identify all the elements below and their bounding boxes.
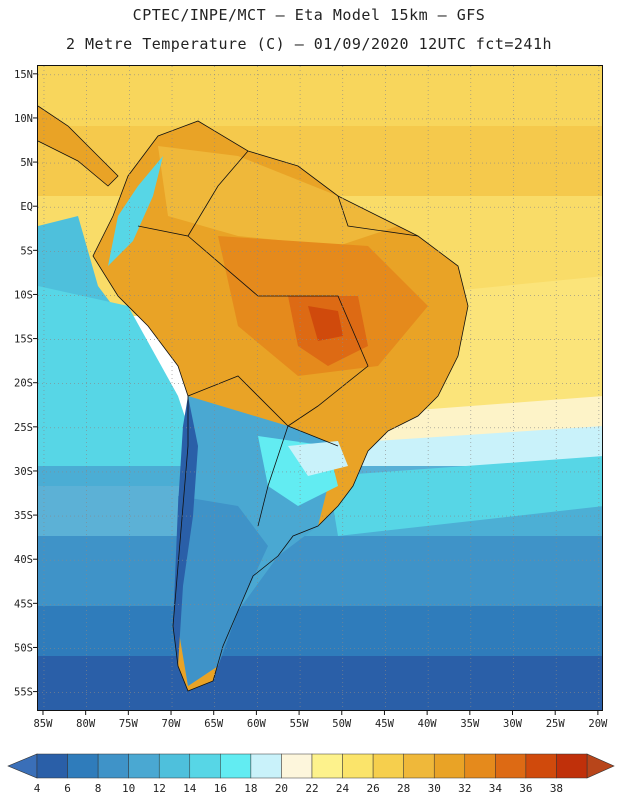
colorbar-swatch <box>556 753 588 779</box>
lon-tick-label: 80W <box>76 718 96 730</box>
lat-tick-label: 40S <box>14 554 33 566</box>
colorbar-label: 24 <box>336 782 350 795</box>
colorbar-label: 38 <box>550 782 563 795</box>
colorbar-label: 8 <box>95 782 102 795</box>
lon-tick-label: 70W <box>162 718 182 730</box>
lon-tick-label: 30W <box>503 718 523 730</box>
colorbar-label: 26 <box>366 782 379 795</box>
colorbar-above-arrow <box>586 753 615 779</box>
colorbar-label: 6 <box>64 782 71 795</box>
land-hotspot <box>308 306 343 341</box>
lat-tick-label: 45S <box>14 598 33 610</box>
colorbar-swatch <box>158 753 191 779</box>
lon-tick-label: 45W <box>375 718 395 730</box>
land-north-warm <box>158 146 398 246</box>
chart-subtitle: 2 Metre Temperature (C) – 01/09/2020 12U… <box>65 35 553 53</box>
lon-tick-label: 25W <box>546 718 566 730</box>
lat-tick-label: 20S <box>14 378 33 390</box>
lat-tick-label: 5N <box>20 157 33 169</box>
lon-tick-label: 35W <box>460 718 480 730</box>
lon-tick-label: 65W <box>204 718 224 730</box>
lon-tick-label: 50W <box>332 718 352 730</box>
colorbar-swatch <box>495 753 527 779</box>
colorbar-label: 16 <box>214 782 227 795</box>
lat-tick-label: 15S <box>14 334 33 346</box>
lat-tick-label: 30S <box>14 466 33 478</box>
colorbar-label: 30 <box>428 782 441 795</box>
colorbar-label: 22 <box>305 782 318 795</box>
lat-tick-label: 50S <box>14 642 33 654</box>
colorbar-label: 28 <box>397 782 410 795</box>
country-borders <box>38 105 469 692</box>
ocean-field-atlantic-cyan <box>328 456 602 536</box>
lat-tick-label: 55S <box>14 687 33 699</box>
colorbar-label: 36 <box>519 782 532 795</box>
lat-tick-label: 35S <box>14 510 33 522</box>
lat-tick-label: 15N <box>14 69 33 81</box>
temperature-map <box>37 65 603 711</box>
colorbar-swatch <box>281 753 313 779</box>
colorbar-swatch <box>433 753 466 779</box>
ocean-field-polar <box>38 656 602 710</box>
ocean-field-north <box>38 66 602 126</box>
latitude-axis: 15N 10N 5N EQ 5S 10S 15S 20S 25S 30S 35S 40S 45S 50S 5… <box>14 69 37 699</box>
colorbar-swatch <box>36 753 68 779</box>
lon-tick-label: 75W <box>119 718 139 730</box>
land-andes-cold <box>173 396 198 666</box>
colorbar-label: 32 <box>458 782 471 795</box>
land-patagonia <box>178 496 268 686</box>
colorbar-swatch <box>403 753 435 779</box>
lon-tick-label: 60W <box>247 718 267 730</box>
colorbar-swatch <box>311 753 343 779</box>
colorbar-label: 34 <box>489 782 503 795</box>
colorbar-label: 20 <box>275 782 288 795</box>
lon-tick-label: 20W <box>588 718 608 730</box>
colorbar-swatch <box>220 753 252 779</box>
lat-tick-label: 10S <box>14 289 33 301</box>
land-uruguay-pale <box>288 441 348 476</box>
chart-title: CPTEC/INPE/MCT – Eta Model 15km – GFS <box>132 6 486 24</box>
lat-tick-label: 5S <box>20 245 33 257</box>
colorbar-label: 18 <box>244 782 257 795</box>
land-central-america <box>38 106 118 186</box>
colorbar-label: 4 <box>34 782 41 795</box>
colorbar-swatch <box>464 753 496 779</box>
colorbar-swatch <box>189 753 221 779</box>
colorbar-swatch <box>342 753 374 779</box>
colorbar-swatch <box>250 753 282 779</box>
colorbar-swatch <box>525 753 557 779</box>
colorbar-below-arrow <box>7 753 38 779</box>
lat-tick-label: 25S <box>14 422 33 434</box>
colorbar-swatch <box>67 753 99 779</box>
colorbar-label: 14 <box>183 782 197 795</box>
ocean-field-pacific-cool <box>38 286 208 486</box>
lon-tick-label: 40W <box>418 718 438 730</box>
lat-tick-label: 10N <box>14 113 33 125</box>
lat-tick-label: EQ <box>20 201 33 213</box>
land-andes-north <box>108 156 163 266</box>
longitude-axis: 85W 80W 75W 70W 65W 60W 55W 50W 45W 40W 35W 30W 25W 2… <box>33 711 608 730</box>
colorbar-swatch <box>97 753 129 779</box>
colorbar-label: 12 <box>153 782 166 795</box>
lon-tick-label: 55W <box>290 718 310 730</box>
colorbar-swatch <box>128 753 160 779</box>
temperature-colorbar: 4 6 8 10 12 14 16 18 20 22 24 26 28 30 32 34 36 38 <box>7 753 615 795</box>
colorbar-swatch <box>372 753 404 779</box>
colorbar-label: 10 <box>122 782 135 795</box>
lon-tick-label: 85W <box>33 718 53 730</box>
